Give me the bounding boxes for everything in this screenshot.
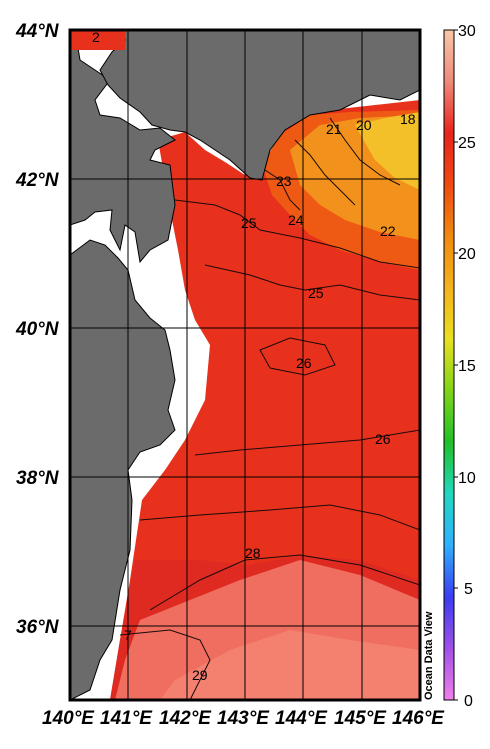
sea-coolest-region bbox=[355, 112, 420, 190]
map-plot-area bbox=[70, 30, 420, 700]
contour-label: 2 bbox=[92, 29, 100, 45]
isotherm-lines bbox=[119, 117, 420, 700]
contour-label: 23 bbox=[276, 173, 292, 189]
lon-label: 145°E bbox=[334, 708, 387, 729]
lat-label: 38°N bbox=[16, 468, 60, 489]
lon-label: 142°E bbox=[159, 708, 212, 729]
longitude-axis: 140°E 141°E 142°E 143°E 144°E 145°E 146°… bbox=[42, 708, 445, 729]
contour-label: 22 bbox=[380, 223, 396, 239]
latitude-axis: 44°N 42°N 40°N 38°N 36°N bbox=[15, 21, 60, 638]
lon-label: 140°E bbox=[42, 708, 95, 729]
contour-label: 21 bbox=[326, 121, 342, 137]
lon-label: 141°E bbox=[100, 708, 153, 729]
contour-label: 28 bbox=[245, 545, 261, 561]
lat-label: 36°N bbox=[16, 617, 60, 638]
colorbar-tick-label: 25 bbox=[458, 135, 476, 152]
lon-label: 143°E bbox=[217, 708, 270, 729]
contour-label: 25 bbox=[308, 285, 324, 301]
hokkaido-southwest-land bbox=[70, 30, 176, 264]
contour-label: 26 bbox=[296, 355, 312, 371]
colorbar-tick-label: 0 bbox=[464, 693, 473, 710]
contour-label: 18 bbox=[400, 111, 416, 127]
contour-label: 25 bbox=[241, 215, 257, 231]
colorbar-tick-label: 10 bbox=[458, 470, 476, 487]
lon-label: 146°E bbox=[392, 708, 445, 729]
lon-label: 144°E bbox=[275, 708, 328, 729]
honshu-land bbox=[70, 239, 176, 700]
contour-label: 20 bbox=[356, 117, 372, 133]
colorbar-tick-label: 5 bbox=[464, 581, 473, 598]
colorbar bbox=[443, 29, 455, 701]
contour-labels: 2 21 20 18 23 22 24 25 25 26 26 28 7 29 bbox=[92, 29, 416, 683]
sea-patch-northwest bbox=[70, 30, 125, 50]
colorbar-tick-label: 30 bbox=[458, 23, 476, 40]
odv-watermark: Ocean Data View bbox=[423, 611, 435, 700]
map-frame bbox=[68, 28, 422, 702]
colorbar-tick-labels: 30 25 20 15 10 5 0 bbox=[458, 23, 476, 710]
contour-label: 26 bbox=[375, 431, 391, 447]
sea-hottest-region bbox=[160, 630, 420, 700]
map-grid bbox=[70, 30, 420, 700]
colorbar-tick-label: 15 bbox=[458, 358, 476, 375]
contour-label: 29 bbox=[192, 667, 208, 683]
contour-label: 7 bbox=[124, 627, 132, 643]
lat-label: 40°N bbox=[15, 319, 60, 340]
colorbar-ticks bbox=[454, 29, 458, 701]
colorbar-tick-label: 20 bbox=[458, 246, 476, 263]
lat-label: 44°N bbox=[15, 21, 60, 42]
lat-label: 42°N bbox=[15, 170, 60, 191]
contour-label: 24 bbox=[288, 212, 304, 228]
